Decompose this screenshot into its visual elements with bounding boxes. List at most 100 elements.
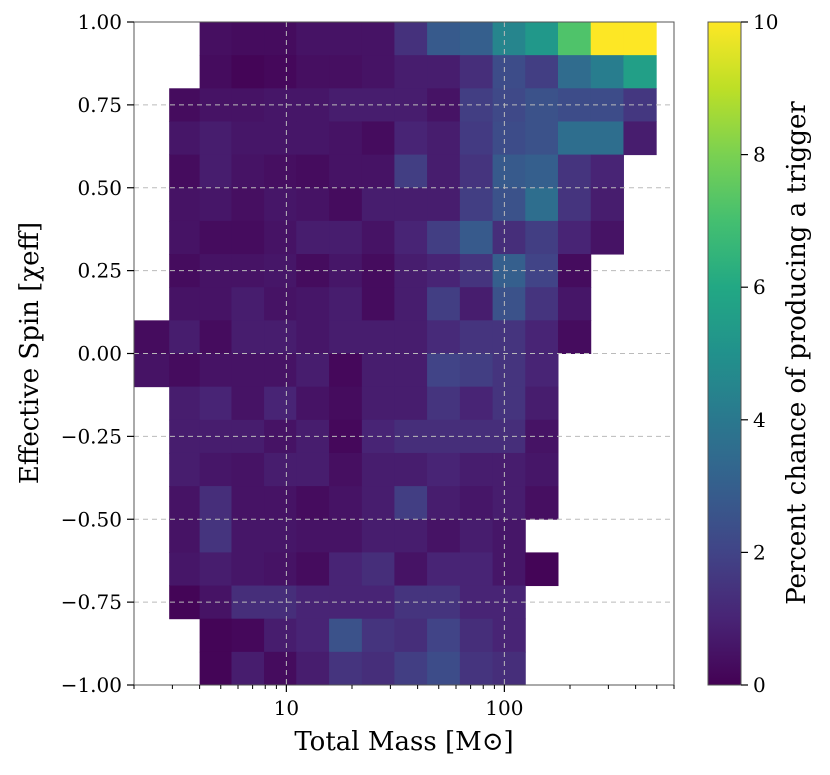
- heatmap-cell: [329, 22, 363, 56]
- heatmap-cell: [264, 452, 297, 487]
- colorbar-tick-label: 4: [753, 408, 766, 432]
- heatmap-cell: [590, 121, 624, 156]
- heatmap-cell: [394, 121, 428, 156]
- heatmap-cell: [361, 651, 395, 686]
- heatmap-cell: [199, 55, 232, 89]
- y-axis-ticks: 1.00 0.75 0.50 0.25 0.00 −0.25 −0.50 −0.75 −1.00: [61, 10, 134, 697]
- heatmap-cell: [623, 121, 657, 156]
- heatmap-cell: [199, 287, 232, 321]
- heatmap-cell: [169, 220, 201, 255]
- heatmap-cell: [427, 651, 461, 686]
- heatmap-cell: [525, 353, 559, 388]
- heatmap-cell: [394, 452, 428, 487]
- heatmap-cell: [361, 519, 395, 553]
- colorbar-frame: [707, 21, 742, 686]
- heatmap-cell: [231, 353, 265, 388]
- heatmap-cell: [231, 220, 265, 255]
- heatmap-cell: [525, 320, 559, 354]
- heatmap-cell: [296, 452, 330, 487]
- y-tick-label: −1.00: [61, 673, 122, 697]
- heatmap-cell: [427, 154, 461, 189]
- heatmap-cell: [169, 552, 201, 587]
- heatmap-cell: [459, 651, 494, 686]
- heatmap-cell: [590, 220, 624, 255]
- heatmap-cell: [329, 187, 363, 222]
- heatmap-cell: [394, 320, 428, 354]
- heatmap-cell: [557, 22, 592, 56]
- heatmap-cell: [296, 55, 330, 89]
- y-tick-label: −0.50: [61, 507, 122, 531]
- heatmap-cell: [329, 386, 363, 421]
- heatmap-cell: [264, 121, 297, 156]
- heatmap-cell: [199, 187, 232, 222]
- heatmap-cell: [394, 519, 428, 553]
- heatmap-cell: [427, 519, 461, 553]
- heatmap-cell: [361, 353, 395, 388]
- heatmap-cell: [264, 651, 297, 686]
- heatmap-cell: [264, 220, 297, 255]
- heatmap-cell: [199, 220, 232, 255]
- heatmap-cell: [427, 220, 461, 255]
- colorbar-tick-label: 8: [753, 143, 766, 167]
- heatmap-cell: [492, 121, 526, 156]
- heatmap-cell: [525, 187, 559, 222]
- heatmap-cell: [231, 22, 265, 56]
- heatmap-cell: [231, 121, 265, 156]
- heatmap-cell: [427, 22, 461, 56]
- heatmap-cell: [329, 220, 363, 255]
- heatmap-cell: [169, 287, 201, 321]
- y-tick-label: 0.75: [77, 93, 122, 117]
- heatmap-cell: [361, 618, 395, 653]
- heatmap-cell: [427, 121, 461, 156]
- heatmap-cell: [296, 22, 330, 56]
- heatmap-cell: [231, 452, 265, 487]
- heatmap-cell: [264, 552, 297, 587]
- heatmap-cell: [459, 154, 494, 189]
- heatmap-cell: [557, 320, 592, 354]
- heatmap-cell: [459, 22, 494, 56]
- heatmap-cell: [492, 618, 526, 653]
- heatmap-cell: [199, 121, 232, 156]
- heatmap-cell: [525, 22, 559, 56]
- heatmap-cell: [459, 618, 494, 653]
- y-tick-label: 0.25: [77, 259, 122, 283]
- heatmap-cell: [394, 22, 428, 56]
- heatmap-cell: [199, 320, 232, 354]
- heatmap-cell: [231, 618, 265, 653]
- heatmap-cell: [296, 320, 330, 354]
- heatmap-cell: [169, 519, 201, 553]
- colorbar-title: Percent chance of producing a trigger: [782, 101, 812, 605]
- heatmap-cell: [169, 187, 201, 222]
- y-tick-label: 0.50: [77, 176, 122, 200]
- heatmap-cell: [264, 287, 297, 321]
- heatmap-cell: [427, 353, 461, 388]
- heatmap-cell: [296, 651, 330, 686]
- heatmap-cell: [623, 22, 657, 56]
- heatmap-cell: [459, 220, 494, 255]
- colorbar-tick-label: 10: [753, 10, 778, 34]
- heatmap-cell: [525, 452, 559, 487]
- heatmap-cell: [590, 187, 624, 222]
- heatmap-cell: [199, 618, 232, 653]
- heatmap-cell: [169, 452, 201, 487]
- x-tick-label: 10: [274, 696, 299, 720]
- heatmap-cell: [329, 618, 363, 653]
- heatmap-cell: [329, 651, 363, 686]
- heatmap-cell: [590, 22, 624, 56]
- heatmap-cell: [427, 55, 461, 89]
- heatmap-cell: [231, 55, 265, 89]
- heatmap-cell: [459, 187, 494, 222]
- heatmap-cell: [492, 55, 526, 89]
- heatmap-cell: [459, 320, 494, 354]
- heatmap-cell: [296, 187, 330, 222]
- heatmap-cell: [199, 353, 232, 388]
- heatmap-cell: [231, 486, 265, 520]
- heatmap-cell: [199, 386, 232, 421]
- x-tick-label: 100: [485, 696, 523, 720]
- heatmap-cell: [492, 486, 526, 520]
- heatmap-cell: [394, 187, 428, 222]
- heatmap-cell: [525, 287, 559, 321]
- heatmap-cell: [329, 552, 363, 587]
- heatmap-cell: [459, 386, 494, 421]
- heatmap-cell: [361, 320, 395, 354]
